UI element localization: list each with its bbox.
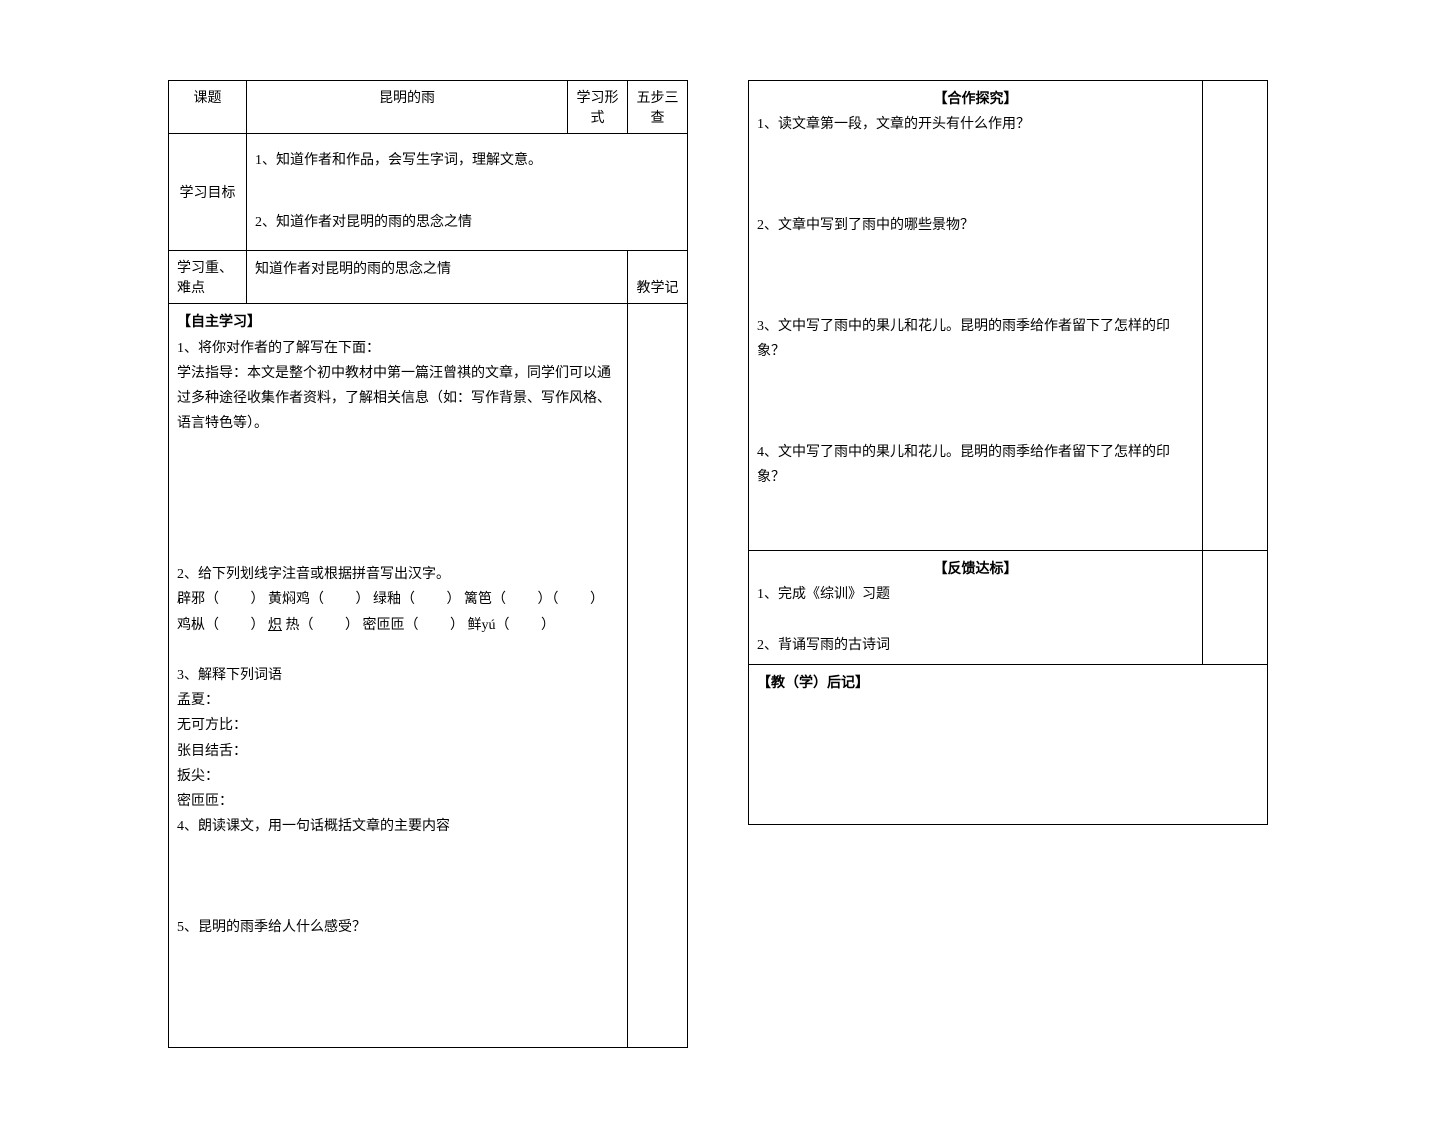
word2: 无可方比： (177, 713, 619, 738)
cooperate-title: 【合作探究】 (757, 87, 1194, 112)
afternote-title: 【教（学）后记】 (757, 671, 1259, 696)
format-value: 五步三查 (628, 81, 688, 134)
item1-line2: 学法指导：本文是整个初中教材中第一篇汪曾祺的文章，同学们可以通过多种途径收集作者… (177, 361, 619, 437)
item1-line1: 1、将你对作者的了解写在下面： (177, 336, 619, 361)
key-label: 学习重、难点 (169, 251, 247, 304)
objective-2: 2、知道作者对昆明的雨的思念之情 (255, 208, 679, 239)
feedback-content: 【反馈达标】 1、完成《综训》习题 2、背诵写雨的古诗词 (749, 551, 1203, 665)
word1: 孟夏： (177, 688, 619, 713)
key-row: 学习重、难点 知道作者对昆明的雨的思念之情 教学记 (169, 251, 688, 304)
right-notes-col-2 (1203, 551, 1268, 665)
objectives-cell: 1、知道作者和作品，会写生字词，理解文意。 2、知道作者对昆明的雨的思念之情 (247, 134, 688, 251)
item3-title: 3、解释下列词语 (177, 663, 619, 688)
cooperate-q1: 1、读文章第一段，文章的开头有什么作用？ (757, 112, 1194, 137)
left-page: 课题 昆明的雨 学习形式 五步三查 学习目标 1、知道作者和作品，会写生字词，理… (168, 80, 688, 1048)
cooperate-content: 【合作探究】 1、读文章第一段，文章的开头有什么作用？ 2、文章中写到了雨中的哪… (749, 81, 1203, 551)
word3: 张目结舌： (177, 739, 619, 764)
afternote-row: 【教（学）后记】 (749, 664, 1268, 824)
cooperate-row: 【合作探究】 1、读文章第一段，文章的开头有什么作用？ 2、文章中写到了雨中的哪… (749, 81, 1268, 551)
right-table: 【合作探究】 1、读文章第一段，文章的开头有什么作用？ 2、文章中写到了雨中的哪… (748, 80, 1268, 825)
cooperate-q4: 4、文中写了雨中的果儿和花儿。昆明的雨季给作者留下了怎样的印象？ (757, 440, 1194, 490)
word4: 扳尖： (177, 764, 619, 789)
self-study-row: 【自主学习】 1、将你对作者的了解写在下面： 学法指导：本文是整个初中教材中第一… (169, 304, 688, 1047)
word5: 密匝匝： (177, 789, 619, 814)
item2-title: 2、给下列划线字注音或根据拼音写出汉字。 (177, 562, 619, 587)
key-value: 知道作者对昆明的雨的思念之情 (247, 251, 628, 304)
feedback-title: 【反馈达标】 (757, 557, 1194, 582)
cooperate-q2: 2、文章中写到了雨中的哪些景物？ (757, 213, 1194, 238)
self-study-content: 【自主学习】 1、将你对作者的了解写在下面： 学法指导：本文是整个初中教材中第一… (169, 304, 628, 1047)
topic-label: 课题 (169, 81, 247, 134)
feedback-row: 【反馈达标】 1、完成《综训》习题 2、背诵写雨的古诗词 (749, 551, 1268, 665)
right-page: 【合作探究】 1、读文章第一段，文章的开头有什么作用？ 2、文章中写到了雨中的哪… (748, 80, 1268, 1048)
header-row-1: 课题 昆明的雨 学习形式 五步三查 (169, 81, 688, 134)
left-table: 课题 昆明的雨 学习形式 五步三查 学习目标 1、知道作者和作品，会写生字词，理… (168, 80, 688, 1048)
objectives-label: 学习目标 (169, 134, 247, 251)
topic-value: 昆明的雨 (247, 81, 568, 134)
objectives-row: 学习目标 1、知道作者和作品，会写生字词，理解文意。 2、知道作者对昆明的雨的思… (169, 134, 688, 251)
item2-line1: 辟邪（ ） 黄焖鸡（ ） 绿釉（ ） 篱笆（ ）（ ） 鸡枞（ ） 炽 热（ ）… (177, 587, 619, 637)
item4: 4、朗读课文，用一句话概括文章的主要内容 (177, 814, 619, 839)
notes-label: 教学记 (628, 251, 688, 304)
feedback-item2: 2、背诵写雨的古诗词 (757, 633, 1194, 658)
feedback-item1: 1、完成《综训》习题 (757, 582, 1194, 607)
notes-column (628, 304, 688, 1047)
item5: 5、昆明的雨季给人什么感受？ (177, 915, 619, 940)
right-notes-col-1 (1203, 81, 1268, 551)
format-label: 学习形式 (568, 81, 628, 134)
afternote-content: 【教（学）后记】 (749, 664, 1268, 824)
self-study-title: 【自主学习】 (177, 310, 619, 335)
cooperate-q3: 3、文中写了雨中的果儿和花儿。昆明的雨季给作者留下了怎样的印象？ (757, 314, 1194, 364)
objective-1: 1、知道作者和作品，会写生字词，理解文意。 (255, 146, 679, 177)
